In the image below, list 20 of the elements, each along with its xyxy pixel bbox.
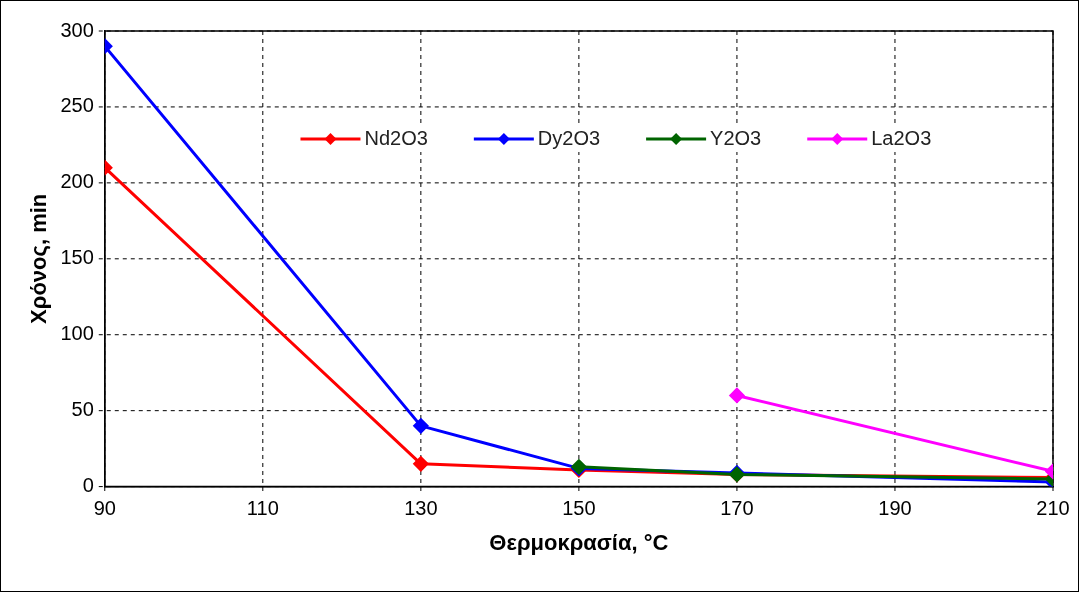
legend-label: Y2O3 (710, 126, 762, 149)
y-tick-label: 300 (60, 18, 94, 41)
x-tick-label: 150 (562, 497, 596, 520)
y-axis-title: Χρόνος, min (26, 193, 52, 324)
legend-label: La2O3 (871, 126, 932, 149)
y-tick-label: 50 (71, 398, 94, 421)
y-tick-label: 0 (82, 474, 94, 497)
x-tick-label: 90 (93, 497, 116, 520)
y-tick-label: 200 (60, 170, 94, 193)
y-tick-label: 100 (60, 322, 94, 345)
x-tick-label: 190 (878, 497, 912, 520)
legend-label: Nd2O3 (364, 126, 428, 149)
y-tick-label: 250 (60, 94, 94, 117)
x-tick-label: 110 (246, 497, 279, 520)
x-tick-label: 170 (720, 497, 754, 520)
legend-label: Dy2O3 (537, 126, 601, 149)
x-axis-title: Θερμοκρασία, °C (489, 529, 669, 555)
x-tick-label: 210 (1036, 497, 1070, 520)
y-tick-label: 150 (60, 246, 94, 269)
x-tick-label: 130 (404, 497, 438, 520)
